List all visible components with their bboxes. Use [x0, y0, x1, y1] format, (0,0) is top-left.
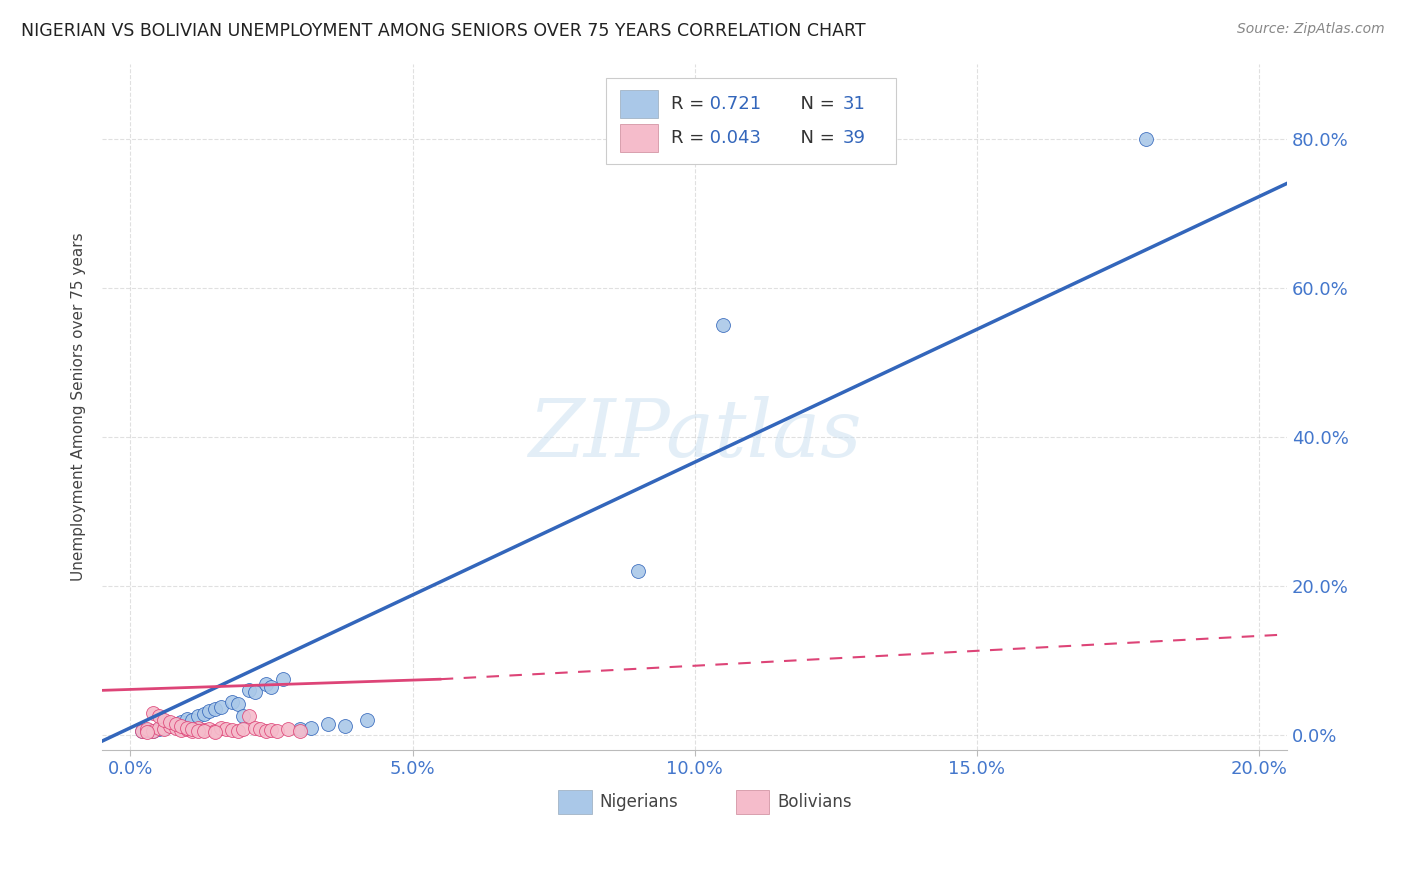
Point — [232, 709, 254, 723]
Text: Nigerians: Nigerians — [600, 793, 679, 811]
Point — [159, 714, 181, 729]
Point — [198, 704, 221, 718]
Point — [170, 723, 193, 737]
Point — [136, 722, 159, 736]
Point — [153, 722, 176, 736]
Point — [238, 683, 260, 698]
Point — [131, 724, 153, 739]
Text: R =: R = — [671, 95, 710, 113]
Point — [159, 719, 181, 733]
Point — [204, 725, 226, 739]
Text: R =: R = — [671, 129, 710, 147]
Text: ZIPatlas: ZIPatlas — [527, 396, 862, 474]
Point — [316, 717, 339, 731]
FancyBboxPatch shape — [558, 789, 592, 814]
Text: 0.043: 0.043 — [704, 129, 761, 147]
Point — [165, 717, 187, 731]
Point — [288, 723, 311, 738]
Point — [299, 721, 322, 735]
Point — [148, 721, 170, 735]
Point — [181, 723, 204, 738]
Point — [165, 717, 187, 731]
Text: 39: 39 — [842, 129, 866, 147]
Point — [193, 707, 215, 722]
Point — [176, 721, 198, 735]
Point — [254, 677, 277, 691]
Point — [260, 680, 283, 694]
Point — [226, 723, 249, 738]
Point — [627, 564, 650, 578]
Point — [170, 719, 193, 733]
Text: Bolivians: Bolivians — [778, 793, 852, 811]
Point — [232, 722, 254, 736]
Text: NIGERIAN VS BOLIVIAN UNEMPLOYMENT AMONG SENIORS OVER 75 YEARS CORRELATION CHART: NIGERIAN VS BOLIVIAN UNEMPLOYMENT AMONG … — [21, 22, 866, 40]
Point — [165, 721, 187, 735]
Point — [176, 722, 198, 736]
Point — [181, 713, 204, 727]
Point — [243, 721, 266, 735]
Point — [260, 723, 283, 737]
FancyBboxPatch shape — [606, 78, 896, 163]
Point — [226, 697, 249, 711]
FancyBboxPatch shape — [737, 789, 769, 814]
Point — [209, 721, 232, 735]
Point — [243, 685, 266, 699]
Point — [193, 724, 215, 739]
Point — [277, 722, 299, 736]
Point — [209, 699, 232, 714]
Point — [254, 723, 277, 738]
Y-axis label: Unemployment Among Seniors over 75 years: Unemployment Among Seniors over 75 years — [72, 233, 86, 582]
FancyBboxPatch shape — [620, 90, 658, 118]
Point — [136, 725, 159, 739]
Point — [271, 672, 294, 686]
Point — [198, 722, 221, 736]
Point — [153, 721, 176, 735]
Text: N =: N = — [789, 129, 841, 147]
Point — [142, 723, 165, 738]
Point — [333, 719, 356, 733]
Point — [221, 723, 243, 737]
Point — [221, 694, 243, 708]
Point — [356, 713, 378, 727]
Point — [204, 723, 226, 738]
Point — [142, 723, 165, 738]
Point — [1135, 131, 1157, 145]
Text: N =: N = — [789, 95, 841, 113]
Text: 31: 31 — [842, 95, 866, 113]
Point — [249, 722, 271, 736]
Point — [187, 709, 209, 723]
Point — [136, 723, 159, 737]
Point — [148, 722, 170, 736]
Point — [187, 723, 209, 738]
FancyBboxPatch shape — [620, 124, 658, 152]
Point — [170, 714, 193, 729]
Point — [187, 722, 209, 736]
Point — [153, 713, 176, 727]
Point — [131, 724, 153, 739]
Point — [148, 709, 170, 723]
Point — [204, 702, 226, 716]
Point — [215, 722, 238, 736]
Text: Source: ZipAtlas.com: Source: ZipAtlas.com — [1237, 22, 1385, 37]
Point — [159, 719, 181, 733]
Point — [238, 709, 260, 723]
Point — [266, 724, 288, 739]
Point — [181, 722, 204, 736]
Point — [142, 706, 165, 720]
Text: 0.721: 0.721 — [704, 95, 761, 113]
Point — [193, 723, 215, 737]
Point — [288, 722, 311, 736]
Point — [711, 318, 734, 332]
Point — [176, 712, 198, 726]
